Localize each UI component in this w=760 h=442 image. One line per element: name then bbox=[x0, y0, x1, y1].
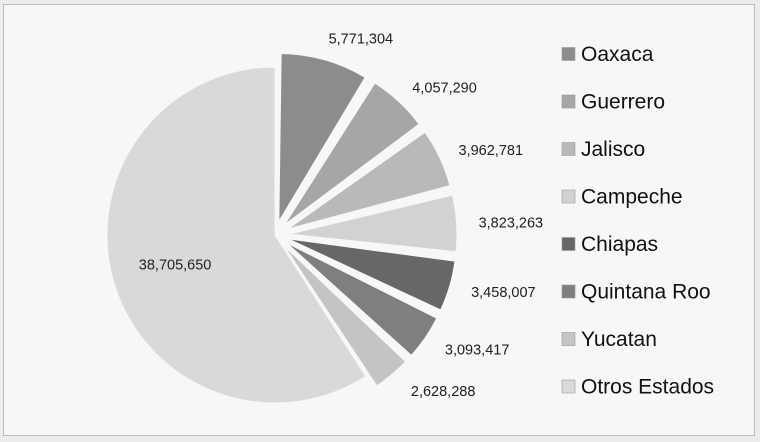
legend-swatch-guerrero bbox=[561, 94, 576, 109]
legend-label-quintana-roo: Quintana Roo bbox=[581, 281, 711, 304]
legend-swatch-chiapas bbox=[561, 237, 576, 251]
pie-slice-jalisco bbox=[287, 131, 451, 230]
data-label-chiapas: 3,458,007 bbox=[471, 285, 536, 301]
legend-label-campeche: Campeche bbox=[581, 186, 683, 209]
data-label-oaxaca: 5,771,304 bbox=[329, 32, 394, 48]
legend-label-chiapas: Chiapas bbox=[581, 233, 658, 256]
legend-swatch-yucatan bbox=[561, 332, 576, 346]
pie-slice-chiapas bbox=[288, 238, 456, 311]
legend-label-oaxaca: Oaxaca bbox=[581, 43, 654, 66]
pie-slice-oaxaca bbox=[278, 53, 366, 224]
data-labels: 5,771,304 4,057,290 3,962,781 3,823,263 3,45… bbox=[139, 32, 543, 401]
data-label-jalisco: 3,962,781 bbox=[459, 143, 524, 159]
data-label-guerrero: 4,057,290 bbox=[412, 80, 477, 96]
legend: Oaxaca Guerrero Jalisco Campeche Chiapas Quin… bbox=[561, 43, 714, 399]
pie-slice-yucatan bbox=[283, 245, 407, 387]
data-label-campeche: 3,823,263 bbox=[479, 215, 544, 231]
pie-slice-campeche bbox=[288, 194, 458, 253]
legend-swatch-campeche bbox=[561, 189, 576, 204]
pie-slice-quintana-roo bbox=[286, 242, 438, 357]
data-label-quintana-roo: 3,093,417 bbox=[445, 343, 510, 359]
pie-slice-guerrero bbox=[284, 82, 420, 226]
legend-label-yucatan: Yucatan bbox=[581, 328, 657, 351]
legend-swatch-jalisco bbox=[561, 142, 576, 156]
data-label-otros-estados: 38,705,650 bbox=[139, 257, 212, 273]
legend-swatch-quintana-roo bbox=[561, 284, 576, 299]
legend-label-jalisco: Jalisco bbox=[581, 138, 645, 161]
legend-label-otros-estados: Otros Estados bbox=[581, 376, 714, 399]
legend-swatch-oaxaca bbox=[561, 47, 576, 61]
legend-swatch-otros-estados bbox=[561, 379, 576, 394]
pie-slice-otros-estados bbox=[106, 66, 367, 404]
pie-slices bbox=[106, 53, 458, 404]
data-label-yucatan: 2,628,288 bbox=[411, 384, 476, 400]
legend-label-guerrero: Guerrero bbox=[581, 91, 665, 114]
